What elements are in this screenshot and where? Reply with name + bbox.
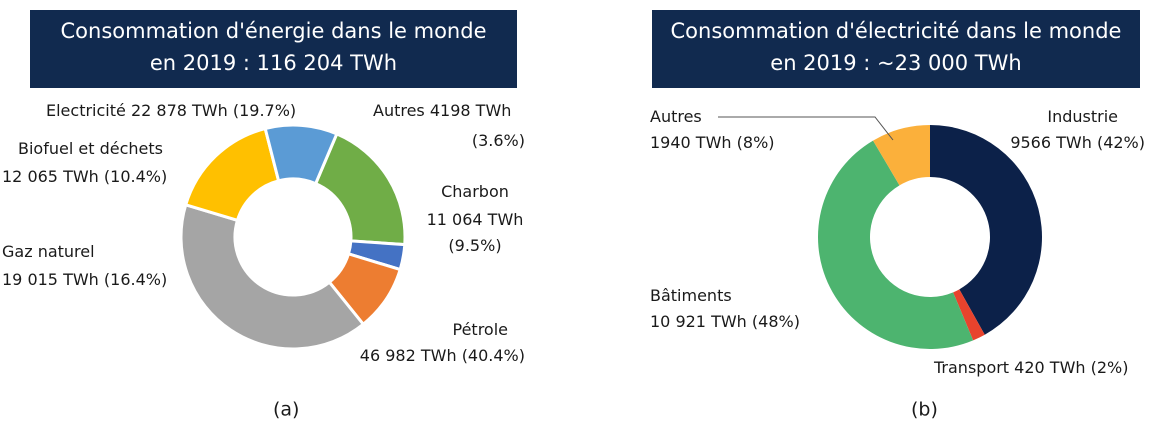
slice-label: Transport 420 TWh (2%) <box>933 358 1129 377</box>
label-part: Gaz naturel <box>2 242 95 261</box>
label-part: Charbon <box>441 182 509 201</box>
label-part: 22 878 TWh <box>131 101 228 120</box>
slice-label: Gaz naturel <box>2 242 95 261</box>
chart: Consommation d'énergie dans le monde en 2… <box>2 10 525 421</box>
label-part: (10.4%) <box>104 167 167 186</box>
slice-label: Industrie <box>1047 107 1118 126</box>
label-part: 4198 TWh <box>430 101 512 120</box>
label-part: 46 982 TWh <box>360 346 457 365</box>
label-part: (16.4%) <box>104 270 167 289</box>
slice-label: (3.6%) <box>472 131 525 150</box>
label-part: 1940 TWh <box>650 133 732 152</box>
label-part: 420 TWh <box>1014 358 1085 377</box>
slice-label: 1940 TWh (8%) <box>650 133 775 152</box>
slice-label: Charbon <box>441 182 509 201</box>
label-part: (42%) <box>1097 133 1145 152</box>
slice-label: 12 065 TWh (10.4%) <box>2 167 167 186</box>
label-part: (3.6%) <box>472 131 525 150</box>
label-part: Autres <box>650 107 702 126</box>
title-box <box>30 10 517 88</box>
donut-slice <box>179 202 366 351</box>
label-part: Biofuel et déchets <box>18 139 163 158</box>
slice-label: Bâtiments <box>650 286 732 305</box>
slice-label: 10 921 TWh (48%) <box>650 312 800 331</box>
label-part: 11 064 TWh <box>427 210 524 229</box>
slice-label: Pétrole <box>453 320 509 339</box>
slice-label: Electricité 22 878 TWh (19.7%) <box>46 101 296 120</box>
slice-label: Autres 4198 TWh <box>373 101 511 120</box>
slice-label: Autres <box>650 107 702 126</box>
label-part: Bâtiments <box>650 286 732 305</box>
slice-label: Biofuel et déchets <box>18 139 163 158</box>
donut-slice <box>873 125 930 186</box>
chart-title: Consommation d'électricité dans le monde <box>671 19 1122 43</box>
caption: (b) <box>911 399 938 421</box>
label-part: 19 015 TWh <box>2 270 99 289</box>
label-part: (40.4%) <box>462 346 525 365</box>
slice-label: 19 015 TWh (16.4%) <box>2 270 167 289</box>
label-part: (9.5%) <box>448 236 501 255</box>
label-part: (19.7%) <box>233 101 296 120</box>
title-box <box>652 10 1140 88</box>
chart-title: Consommation d'énergie dans le monde <box>61 19 487 43</box>
chart-title: en 2019 : ~23 000 TWh <box>770 51 1021 75</box>
label-part: 10 921 TWh <box>650 312 747 331</box>
label-part: Pétrole <box>453 320 509 339</box>
chart: Consommation d'électricité dans le monde… <box>650 10 1145 421</box>
slice-label: 11 064 TWh <box>427 210 524 229</box>
caption: (a) <box>273 399 299 421</box>
label-part: (8%) <box>737 133 775 152</box>
label-part: (48%) <box>752 312 800 331</box>
label-part: Autres <box>373 101 425 120</box>
label-part: 12 065 TWh <box>2 167 99 186</box>
donut-slice <box>263 123 339 186</box>
slice-label: (9.5%) <box>448 236 501 255</box>
donut-slice <box>930 125 1043 335</box>
label-part: 9566 TWh <box>1010 133 1092 152</box>
leader-line <box>718 116 894 141</box>
label-part: (2%) <box>1091 358 1129 377</box>
slice-label: 46 982 TWh (40.4%) <box>360 346 525 365</box>
donut-slice <box>818 140 974 349</box>
slice-label: 9566 TWh (42%) <box>1010 133 1145 152</box>
chart-title: en 2019 : 116 204 TWh <box>150 51 397 75</box>
donut-slice <box>183 126 281 223</box>
donut-slice <box>953 289 985 341</box>
label-part: Transport <box>933 358 1009 377</box>
label-part: Industrie <box>1047 107 1118 126</box>
label-part: Electricité <box>46 101 126 120</box>
